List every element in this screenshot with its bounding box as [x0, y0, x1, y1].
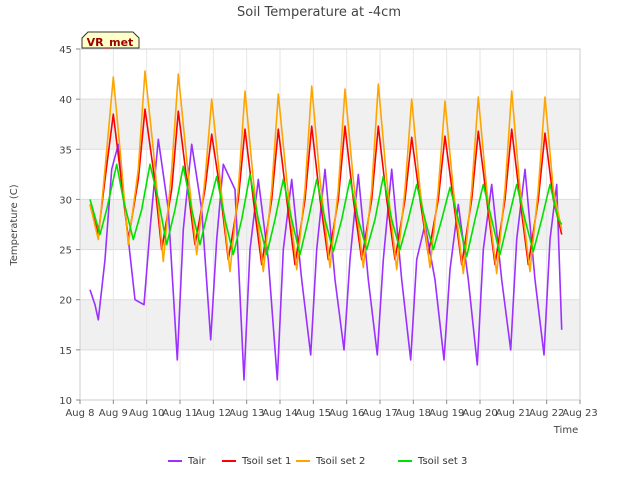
x-tick-label: Aug 19 — [429, 408, 464, 419]
station-label-box: VR_met — [81, 31, 140, 49]
grid-band — [80, 299, 580, 350]
x-tick-label: Aug 9 — [99, 408, 128, 419]
y-tick-label: 30 — [59, 195, 72, 206]
x-tick-label: Aug 16 — [329, 408, 364, 419]
x-tick-label: Aug 22 — [529, 408, 564, 419]
x-tick-label: Aug 23 — [562, 408, 597, 419]
series-line-tsoil-set-3 — [89, 163, 563, 258]
x-axis-label: Time — [553, 425, 578, 436]
x-tick-label: Aug 17 — [362, 408, 397, 419]
y-tick-label: 45 — [59, 45, 72, 56]
y-tick-label: 20 — [59, 296, 72, 307]
y-tick-label: 35 — [59, 145, 72, 156]
x-tick-label: Aug 15 — [296, 408, 331, 419]
y-tick-label: 15 — [59, 346, 72, 357]
grid-band — [80, 99, 580, 150]
x-tick-label: Aug 10 — [129, 408, 164, 419]
x-tick-label: Aug 21 — [496, 408, 531, 419]
legend-label: Tsoil set 2 — [315, 456, 365, 467]
y-tick-label: 40 — [59, 95, 72, 106]
x-tick-label: Aug 13 — [229, 408, 264, 419]
x-tick-label: Aug 20 — [462, 408, 497, 419]
plot-area — [79, 48, 581, 401]
station-label: VR_met — [87, 36, 134, 49]
legend-label: Tsoil set 1 — [241, 456, 291, 467]
x-tick-label: Aug 11 — [162, 408, 197, 419]
legend: Tair Tsoil set 1 Tsoil set 2 Tsoil set 3 — [168, 456, 467, 467]
x-tick-label: Aug 14 — [262, 408, 297, 419]
legend-label: Tsoil set 3 — [417, 456, 467, 467]
legend-label: Tair — [187, 456, 206, 467]
series-line-tsoil-set-2 — [89, 70, 563, 275]
y-tick-label: 25 — [59, 246, 72, 257]
y-tick-label: 10 — [59, 396, 72, 407]
chart-title: Soil Temperature at -4cm — [237, 5, 401, 20]
y-axis-label: Temperature (C) — [9, 184, 20, 266]
x-tick-label: Aug 18 — [396, 408, 431, 419]
x-tick-label: Aug 8 — [65, 408, 94, 419]
x-tick-label: Aug 12 — [196, 408, 231, 419]
